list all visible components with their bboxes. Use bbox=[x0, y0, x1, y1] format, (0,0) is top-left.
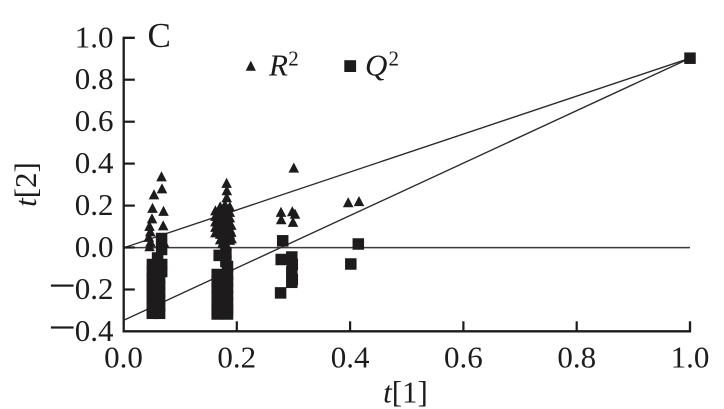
svg-text:0.2: 0.2 bbox=[217, 340, 256, 375]
svg-text:0.6: 0.6 bbox=[444, 340, 483, 375]
svg-text:t[2]: t[2] bbox=[8, 162, 43, 207]
svg-text:R: R bbox=[268, 48, 288, 83]
svg-text:0.4: 0.4 bbox=[331, 340, 370, 375]
svg-text:Q: Q bbox=[365, 48, 387, 83]
svg-text:0.8: 0.8 bbox=[75, 61, 114, 96]
svg-text:0.6: 0.6 bbox=[75, 103, 114, 138]
svg-text:0.0: 0.0 bbox=[75, 229, 114, 264]
svg-text:t[1]: t[1] bbox=[383, 374, 428, 409]
svg-text:0.2: 0.2 bbox=[75, 271, 114, 306]
svg-text:C: C bbox=[148, 16, 171, 55]
svg-text:0.0: 0.0 bbox=[104, 340, 143, 375]
svg-text:0.8: 0.8 bbox=[557, 340, 596, 375]
svg-text:0.4: 0.4 bbox=[75, 145, 114, 180]
svg-text:0.4: 0.4 bbox=[75, 313, 114, 348]
svg-text:2: 2 bbox=[389, 47, 400, 71]
svg-text:1.0: 1.0 bbox=[75, 19, 114, 54]
svg-text:2: 2 bbox=[288, 47, 299, 71]
svg-text:1.0: 1.0 bbox=[671, 340, 710, 375]
svg-text:0.2: 0.2 bbox=[75, 187, 114, 222]
